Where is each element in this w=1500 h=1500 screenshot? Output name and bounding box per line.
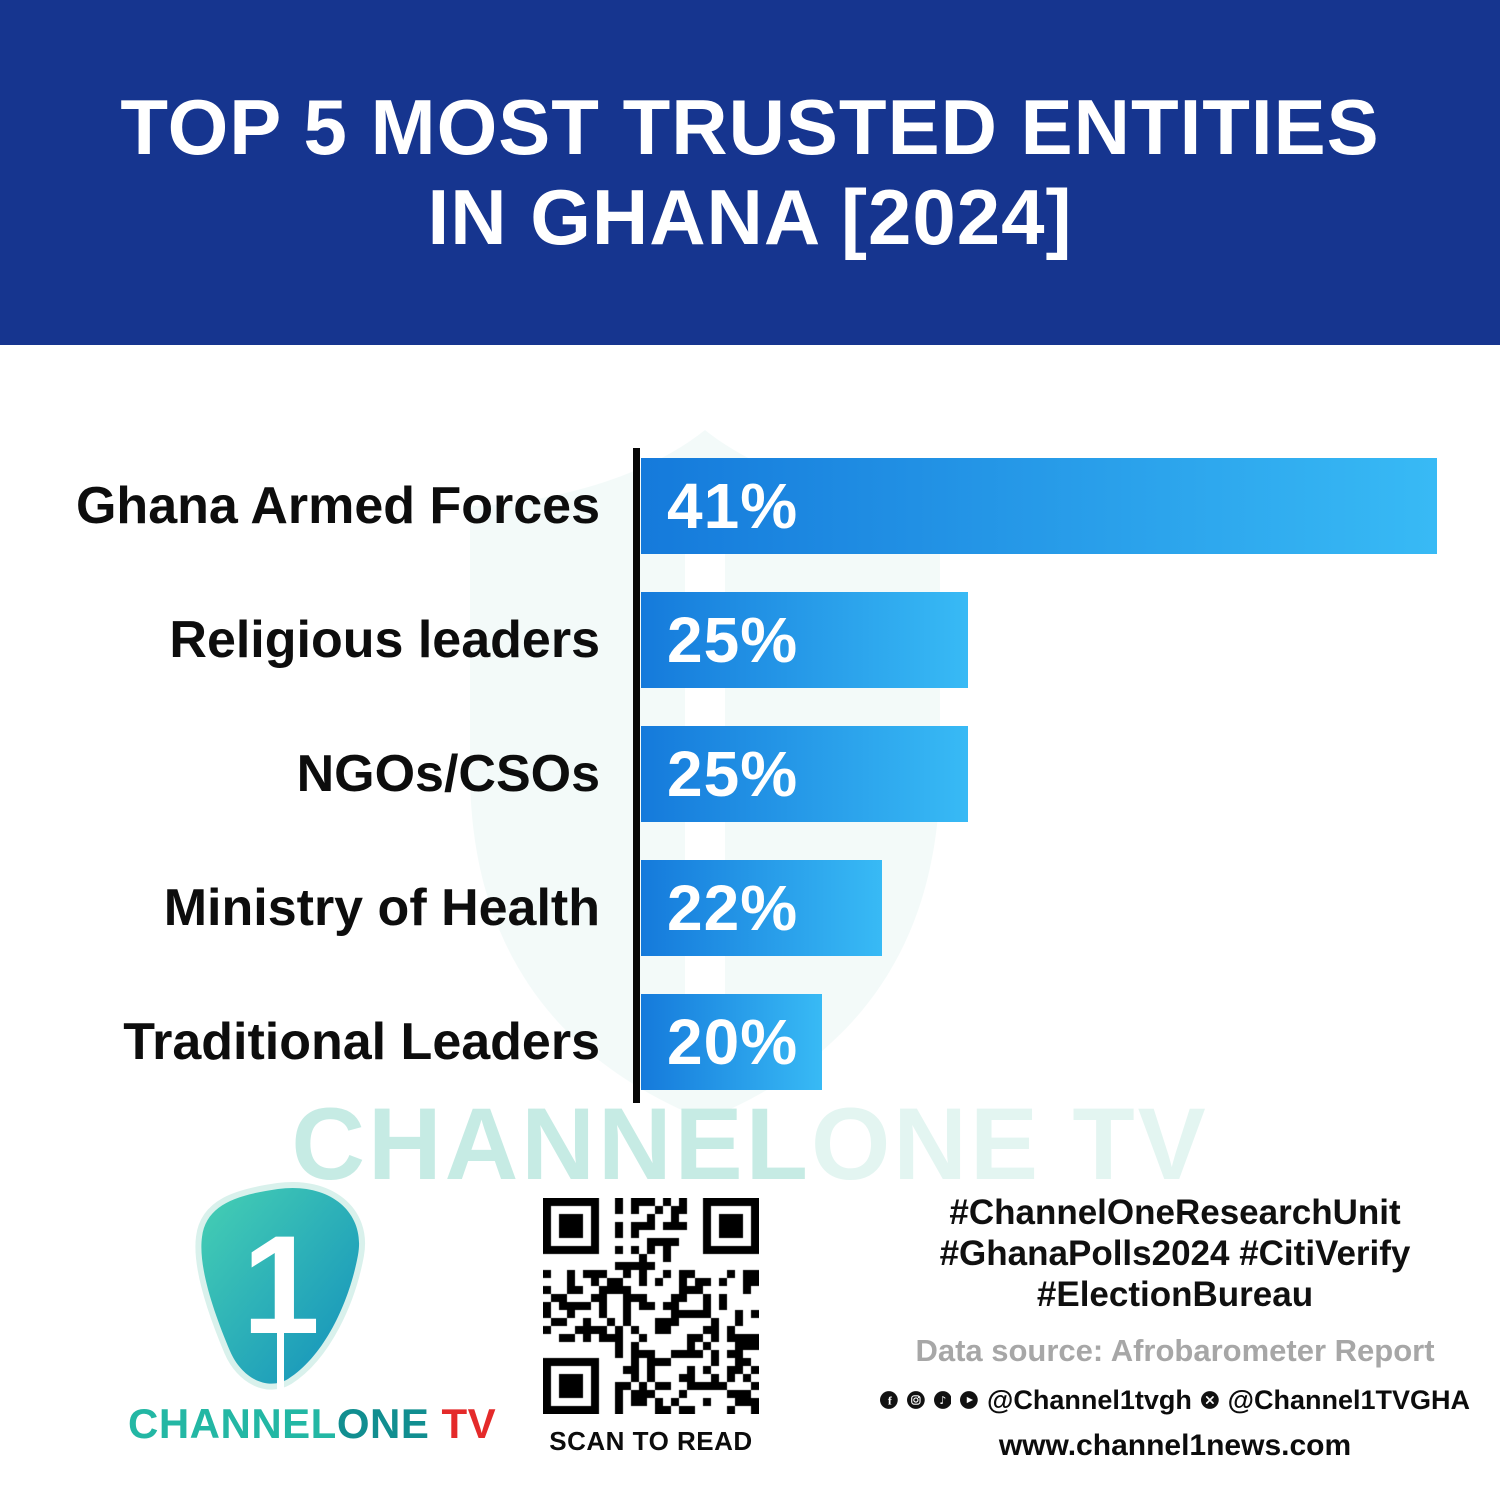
qr-code-block: SCAN TO READ bbox=[543, 1198, 759, 1457]
category-label: NGOs/CSOs bbox=[296, 745, 600, 803]
hashtag-line: #GhanaPolls2024 #CitiVerify bbox=[939, 1234, 1411, 1273]
logo-numeral: 1 bbox=[242, 1206, 320, 1363]
svg-text:♪: ♪ bbox=[939, 1394, 946, 1407]
category-label: Religious leaders bbox=[169, 611, 600, 669]
category-label: Traditional Leaders bbox=[123, 1013, 600, 1071]
page-title-line2: IN GHANA [2024] bbox=[427, 172, 1073, 261]
chart-row: NGOs/CSOs 25% bbox=[0, 726, 1500, 822]
chart-row: Traditional Leaders 20% bbox=[0, 994, 1500, 1090]
tiktok-icon: ♪ bbox=[933, 1391, 952, 1409]
chart-row: Ghana Armed Forces 41% bbox=[0, 458, 1500, 554]
category-label: Ministry of Health bbox=[163, 879, 600, 937]
channel-one-logo: 1 bbox=[168, 1175, 468, 1405]
value-label: 41% bbox=[667, 470, 799, 542]
brand-text-watermark: CHANNELONE TV bbox=[291, 1087, 1209, 1201]
bar: 25% bbox=[641, 726, 968, 822]
handle-main: @Channel1tvgh bbox=[987, 1384, 1192, 1415]
value-label: 25% bbox=[667, 738, 799, 810]
bar: 20% bbox=[641, 994, 822, 1090]
hashtag-line: #ChannelOneResearchUnit bbox=[949, 1193, 1401, 1232]
footer-right-column: #ChannelOneResearchUnit #GhanaPolls2024 … bbox=[880, 1192, 1470, 1463]
bar: 41% bbox=[641, 458, 1437, 554]
handle-x: @Channel1TVGHA bbox=[1227, 1384, 1470, 1415]
bar: 25% bbox=[641, 592, 968, 688]
instagram-icon bbox=[906, 1391, 925, 1409]
logo-one-stem bbox=[277, 1325, 284, 1397]
x-icon bbox=[1200, 1391, 1219, 1409]
value-label: 22% bbox=[667, 872, 799, 944]
category-label: Ghana Armed Forces bbox=[75, 477, 600, 535]
page-title-line1: TOP 5 MOST TRUSTED ENTITIES bbox=[120, 82, 1380, 171]
chart-axis-line bbox=[633, 448, 640, 1103]
channel-one-logo-mark: 1 bbox=[195, 1181, 366, 1397]
header-banner: TOP 5 MOST TRUSTED ENTITIES IN GHANA [20… bbox=[0, 0, 1500, 345]
svg-text:f: f bbox=[888, 1394, 893, 1408]
chart-row: Ministry of Health 22% bbox=[0, 860, 1500, 956]
youtube-icon bbox=[960, 1391, 979, 1409]
bar: 22% bbox=[641, 860, 882, 956]
value-label: 25% bbox=[667, 604, 799, 676]
facebook-icon: f bbox=[880, 1391, 898, 1409]
channel-one-wordmark: CHANNELONE TV bbox=[128, 1400, 497, 1447]
social-row: f ♪ @Channel1tvgh @Channel1TVGHA bbox=[880, 1383, 1470, 1417]
value-label: 20% bbox=[667, 1006, 799, 1078]
chart-row: Religious leaders 25% bbox=[0, 592, 1500, 688]
qr-code bbox=[543, 1198, 759, 1414]
website-url: www.channel1news.com bbox=[998, 1429, 1352, 1462]
data-source-label: Data source: Afrobarometer Report bbox=[915, 1333, 1435, 1368]
qr-caption: SCAN TO READ bbox=[549, 1426, 753, 1456]
hashtag-line: #ElectionBureau bbox=[1036, 1275, 1314, 1314]
